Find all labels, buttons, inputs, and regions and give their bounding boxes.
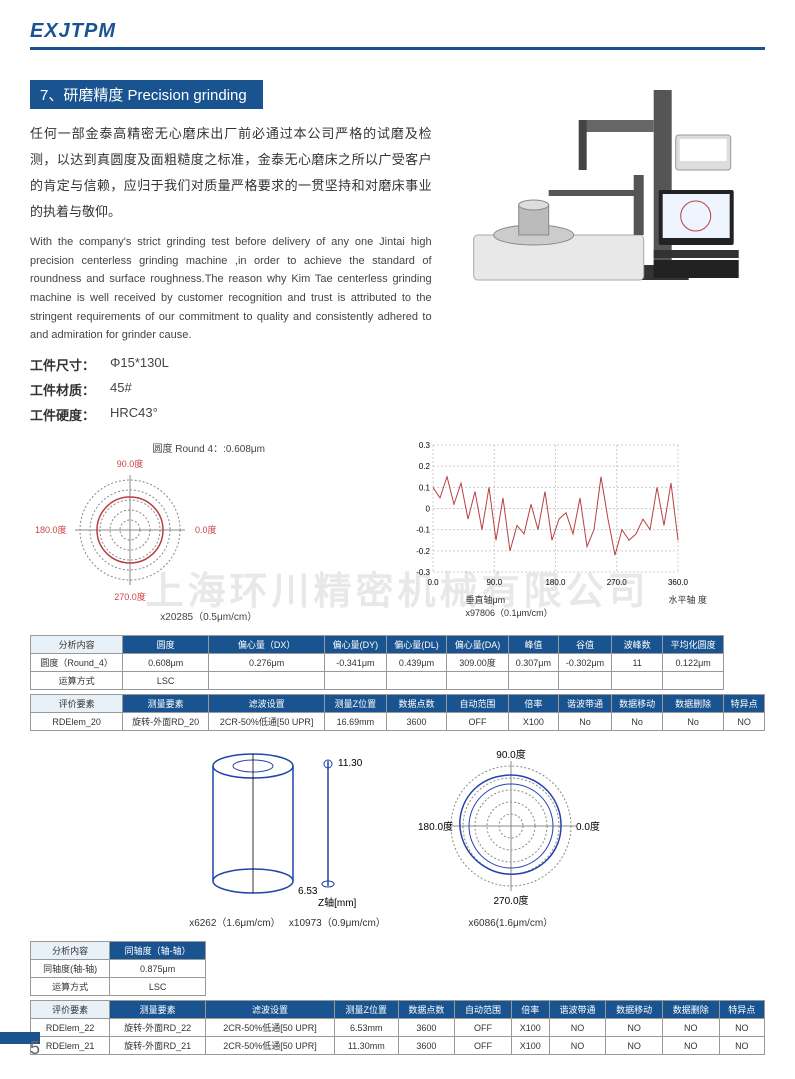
line-xlabel: 水平轴 度 — [669, 593, 708, 619]
spec-hardness-value: HRC43° — [110, 405, 158, 424]
svg-text:90.0度: 90.0度 — [117, 458, 144, 469]
svg-text:270.0度: 270.0度 — [493, 894, 528, 907]
svg-text:90.0度: 90.0度 — [496, 748, 525, 761]
line-chart: 0.3 0.2 0.1 0 -0.1 -0.2 -0.3 0.0 90.0 180.0 270.0… — [408, 440, 766, 623]
spec-material-label: 工件材质： — [30, 380, 110, 399]
paragraph-cn: 任何一部金泰高精密无心磨床出厂前必通过本公司严格的试磨及检测，以达到真圆度及面粗… — [30, 121, 432, 225]
page-number: 5 — [30, 1038, 40, 1059]
svg-text:0.1: 0.1 — [418, 483, 430, 492]
polar-chart-2: 90.0度 0.0度 270.0度 180.0度 x6086(1.6μm/cm） — [416, 746, 606, 929]
polar1-title: 圆度 Round 4：:0.608μm — [30, 440, 388, 455]
svg-text:0.3: 0.3 — [418, 441, 430, 450]
svg-text:180.0度: 180.0度 — [418, 820, 453, 833]
spec-material-value: 45# — [110, 380, 132, 399]
svg-text:90.0: 90.0 — [486, 578, 502, 587]
measurement-machine-image — [442, 80, 765, 300]
svg-text:0.0度: 0.0度 — [195, 524, 217, 535]
spec-hardness-label: 工件硬度： — [30, 405, 110, 424]
svg-text:Z轴[mm]: Z轴[mm] — [318, 896, 357, 909]
svg-text:0: 0 — [425, 505, 430, 514]
svg-text:180.0度: 180.0度 — [35, 524, 67, 535]
svg-text:0.2: 0.2 — [418, 462, 430, 471]
cyl-scale1: x6262（1.6μm/cm） — [189, 918, 280, 929]
section-title: 7、研磨精度 Precision grinding — [30, 80, 263, 109]
svg-text:-0.1: -0.1 — [416, 526, 430, 535]
line-ylabel: 垂直轴μm — [465, 595, 505, 605]
svg-text:-0.2: -0.2 — [416, 547, 430, 556]
cylinder-diagram: 11.30 6.53 Z轴[mm] x6262（1.6μm/cm） x10973… — [189, 746, 386, 929]
polar1-scale: x20285（0.5μm/cm） — [30, 608, 388, 623]
svg-text:11.30: 11.30 — [338, 758, 363, 769]
header-line — [30, 47, 765, 50]
spec-size-value: Φ15*130L — [110, 355, 169, 374]
spec-size-label: 工件尺寸： — [30, 355, 110, 374]
table-1: 分析内容圆度偏心量（DX）偏心量(DY)偏心量(DL)偏心量(DA)峰值谷值波峰… — [30, 635, 765, 731]
svg-text:180.0: 180.0 — [545, 578, 566, 587]
line-yscale: x97806（0.1μm/cm） — [465, 608, 552, 618]
svg-text:0.0: 0.0 — [427, 578, 439, 587]
cyl-scale2: x10973（0.9μm/cm） — [289, 918, 386, 929]
svg-text:0.0度: 0.0度 — [576, 820, 600, 833]
svg-text:270.0度: 270.0度 — [114, 591, 146, 602]
polar2-scale: x6086(1.6μm/cm） — [416, 914, 606, 929]
logo: EXJTPM — [30, 20, 765, 43]
paragraph-en: With the company's strict grinding test … — [30, 233, 432, 345]
table-2: 分析内容同轴度（轴-轴） 同轴度(轴-轴)0.875μm 运算方式LSC 评价要… — [30, 941, 765, 1055]
svg-text:6.53: 6.53 — [298, 886, 318, 897]
svg-text:-0.3: -0.3 — [416, 568, 430, 577]
svg-text:270.0: 270.0 — [606, 578, 627, 587]
svg-text:360.0: 360.0 — [667, 578, 687, 587]
polar-chart-1: 圆度 Round 4：:0.608μm 90.0度 0.0度 270.0度 18… — [30, 440, 388, 623]
